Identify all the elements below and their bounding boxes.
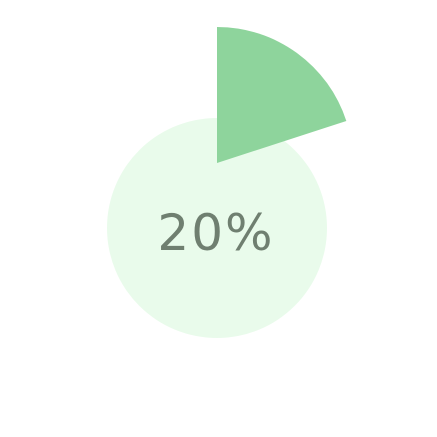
progress-percent-label: 20%	[157, 204, 275, 262]
progress-track	[107, 118, 327, 338]
progress-fill-sector	[217, 27, 347, 163]
